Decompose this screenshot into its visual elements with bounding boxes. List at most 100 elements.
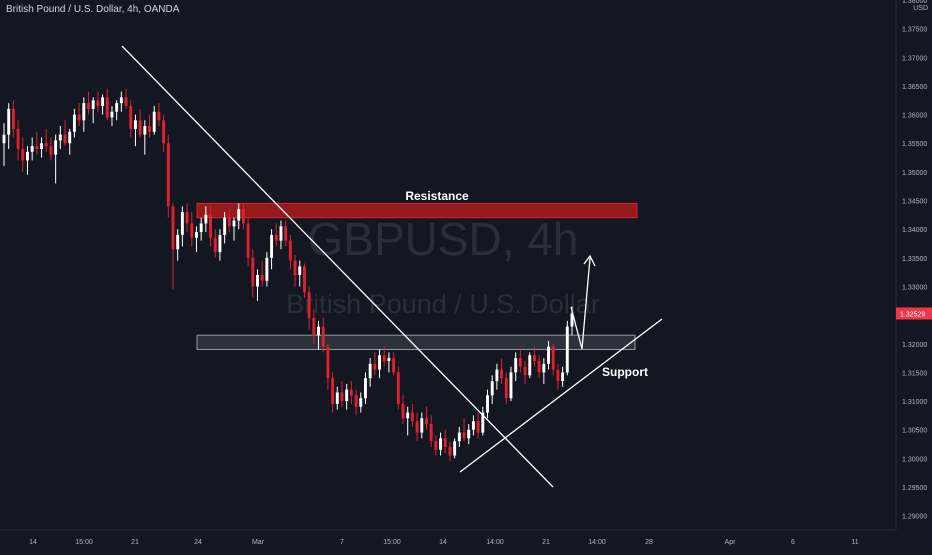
candle-body[interactable]: [570, 313, 574, 327]
candle-body[interactable]: [40, 143, 44, 149]
candle-body[interactable]: [326, 346, 330, 379]
candle-body[interactable]: [514, 358, 518, 373]
candle-body[interactable]: [359, 398, 363, 407]
candle-body[interactable]: [317, 326, 320, 336]
candle-body[interactable]: [232, 220, 236, 227]
candle-body[interactable]: [340, 392, 344, 402]
support-zone[interactable]: [196, 334, 636, 351]
candle-body[interactable]: [96, 100, 100, 106]
candle-body[interactable]: [420, 418, 424, 433]
candle-body[interactable]: [354, 395, 358, 407]
candle-body[interactable]: [105, 97, 109, 118]
candle-body[interactable]: [556, 369, 560, 382]
candle-body[interactable]: [448, 446, 452, 456]
candle-body[interactable]: [63, 134, 67, 144]
candle-body[interactable]: [190, 223, 194, 238]
candle-body[interactable]: [429, 424, 433, 442]
projection-arrow-path[interactable]: [570, 257, 591, 350]
candle-body[interactable]: [387, 358, 391, 361]
candle-body[interactable]: [373, 363, 377, 370]
candle-body[interactable]: [518, 358, 522, 367]
candle-body[interactable]: [302, 266, 306, 293]
candle-body[interactable]: [265, 257, 269, 281]
candle-body[interactable]: [307, 292, 311, 318]
candle-body[interactable]: [91, 100, 95, 109]
candle-body[interactable]: [486, 395, 489, 413]
candle-body[interactable]: [523, 366, 527, 376]
candle-body[interactable]: [124, 97, 128, 106]
candle-body[interactable]: [542, 363, 546, 373]
time-axis[interactable]: 14 15:00 21 24 Mar 7 15:00 14 14:00 21 14:00 28 Apr 6…: [29, 539, 859, 546]
candle-body[interactable]: [227, 217, 231, 227]
candle-body[interactable]: [35, 146, 39, 149]
candle-body[interactable]: [434, 441, 438, 450]
candle-body[interactable]: [298, 266, 302, 276]
candle-body[interactable]: [72, 114, 76, 132]
candle-body[interactable]: [504, 378, 508, 399]
candle-body[interactable]: [279, 226, 283, 241]
candle-body[interactable]: [363, 378, 367, 399]
candle-body[interactable]: [495, 369, 499, 382]
candle-body[interactable]: [565, 326, 569, 373]
candle-body[interactable]: [528, 355, 532, 376]
candle-body[interactable]: [443, 438, 447, 447]
candle-body[interactable]: [223, 217, 227, 235]
candle-body[interactable]: [270, 234, 274, 258]
price-axis[interactable]: 1.38000 1.37500 1.37000 1.36500 1.36000 1.355…: [902, 0, 927, 521]
candle-body[interactable]: [49, 146, 53, 155]
candle-body[interactable]: [166, 143, 170, 207]
candle-body[interactable]: [185, 212, 189, 224]
candle-body[interactable]: [77, 114, 81, 121]
candle-body[interactable]: [561, 372, 565, 382]
candle-body[interactable]: [195, 232, 198, 238]
candle-body[interactable]: [256, 275, 259, 287]
candle-body[interactable]: [321, 326, 325, 347]
candle-body[interactable]: [274, 234, 278, 241]
candle-body[interactable]: [204, 214, 208, 224]
candle-body[interactable]: [457, 432, 461, 442]
candle-body[interactable]: [171, 206, 175, 250]
candle-body[interactable]: [331, 378, 335, 404]
candle-body[interactable]: [410, 412, 414, 422]
candle-body[interactable]: [241, 209, 245, 224]
candle-body[interactable]: [396, 372, 400, 404]
candle-body[interactable]: [490, 381, 494, 396]
candle-body[interactable]: [101, 97, 105, 106]
support-trend-line[interactable]: [459, 318, 663, 473]
candle-body[interactable]: [378, 355, 381, 370]
candle-body[interactable]: [532, 355, 536, 361]
candle-body[interactable]: [157, 111, 161, 121]
candle-body[interactable]: [213, 237, 217, 253]
candle-body[interactable]: [246, 223, 250, 258]
candle-body[interactable]: [260, 275, 264, 281]
candle-body[interactable]: [143, 126, 147, 135]
candle-body[interactable]: [471, 421, 475, 430]
candle-body[interactable]: [382, 355, 386, 361]
candle-body[interactable]: [2, 134, 6, 144]
candle-body[interactable]: [500, 369, 504, 379]
candle-body[interactable]: [476, 421, 480, 433]
candle-body[interactable]: [110, 111, 114, 118]
candle-body[interactable]: [218, 234, 222, 253]
candle-body[interactable]: [199, 223, 203, 233]
candle-body[interactable]: [11, 108, 15, 129]
candle-body[interactable]: [87, 103, 90, 109]
candle-body[interactable]: [462, 432, 466, 439]
candle-body[interactable]: [26, 151, 29, 161]
candle-body[interactable]: [16, 128, 20, 149]
candle-body[interactable]: [209, 214, 213, 238]
candle-body[interactable]: [68, 131, 72, 144]
candle-body[interactable]: [176, 234, 180, 250]
candle-body[interactable]: [551, 346, 555, 370]
candle-body[interactable]: [293, 260, 297, 276]
candle-body[interactable]: [237, 209, 241, 221]
candle-body[interactable]: [162, 120, 166, 144]
candle-body[interactable]: [115, 103, 119, 112]
candle-body[interactable]: [138, 120, 142, 135]
candle-body[interactable]: [58, 134, 62, 141]
candle-body[interactable]: [453, 441, 457, 456]
candle-body[interactable]: [288, 240, 292, 261]
candle-body[interactable]: [415, 421, 419, 433]
candle-body[interactable]: [148, 126, 151, 132]
